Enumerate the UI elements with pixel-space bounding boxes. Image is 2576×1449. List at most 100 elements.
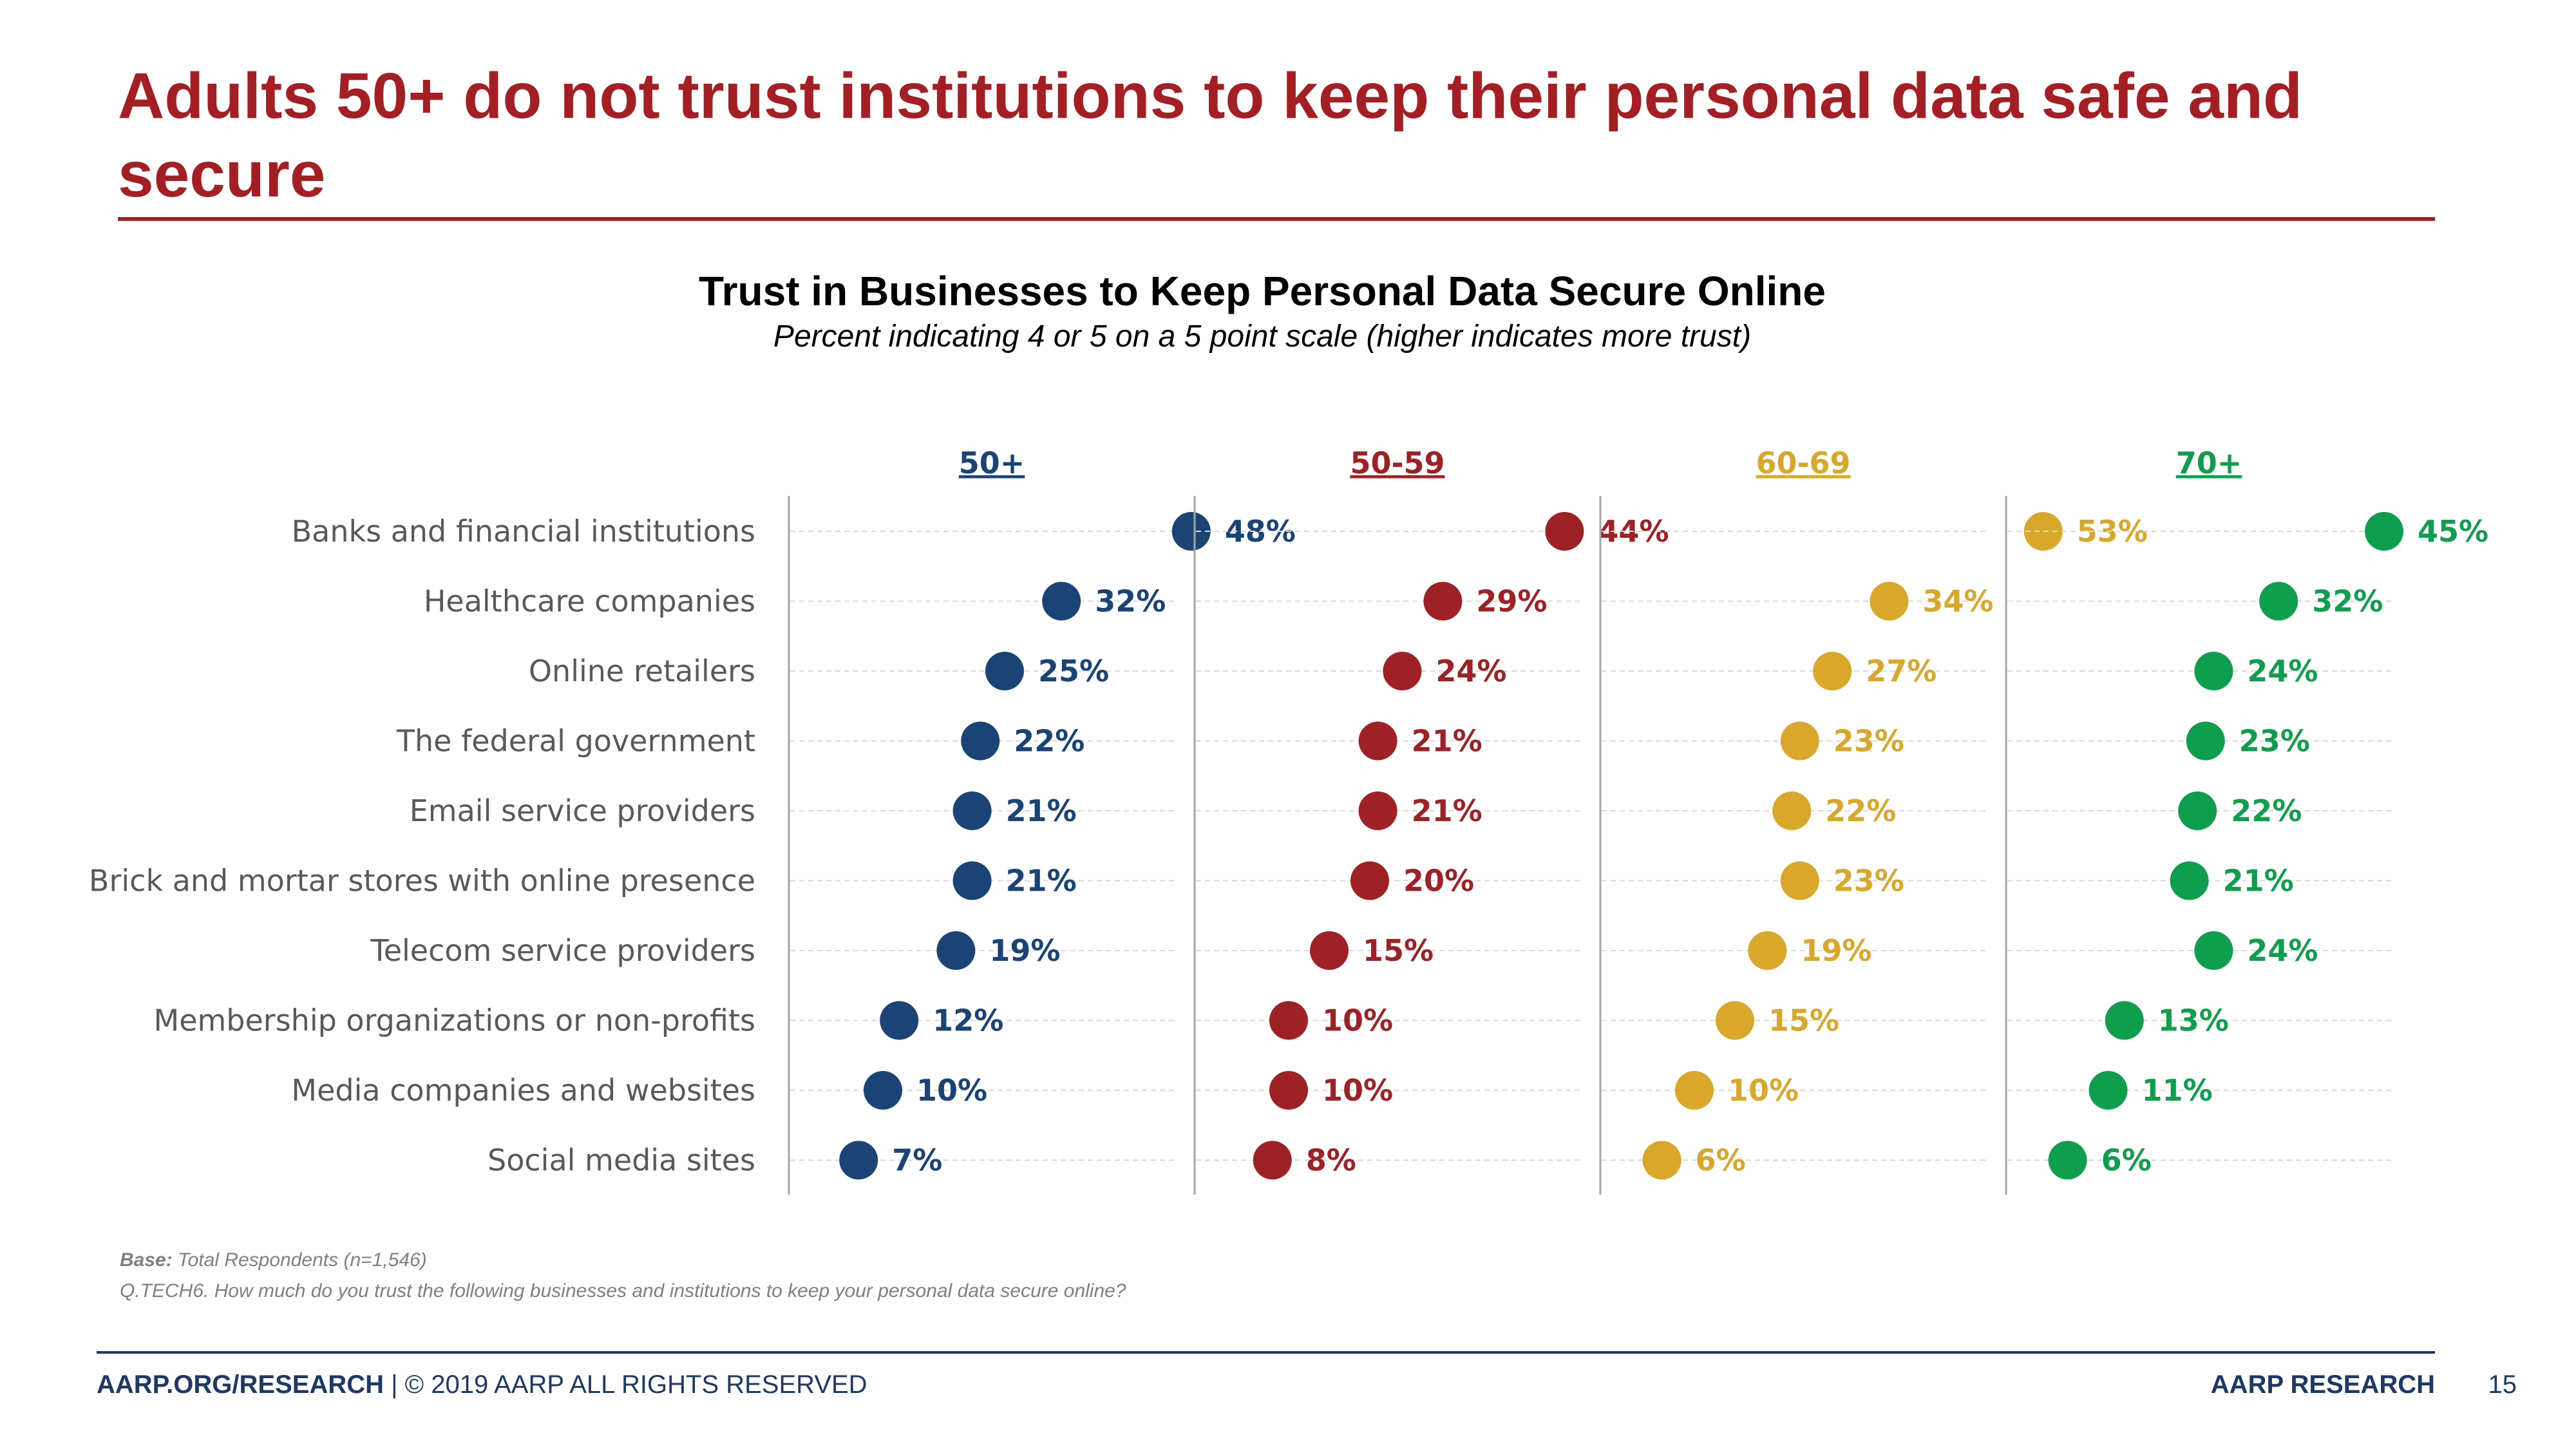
data-label: 27% xyxy=(1866,654,1937,688)
data-point xyxy=(961,721,1000,761)
data-point xyxy=(1358,791,1397,830)
data-point xyxy=(2365,512,2403,551)
data-label: 19% xyxy=(989,933,1060,968)
data-label: 23% xyxy=(2239,724,2310,759)
data-point xyxy=(1675,1071,1714,1110)
data-point xyxy=(1772,791,1812,830)
data-point xyxy=(2194,652,2233,690)
data-label: 45% xyxy=(2418,514,2488,549)
data-point xyxy=(1269,1001,1308,1040)
data-label: 24% xyxy=(2247,933,2318,968)
category-label: Social media sites xyxy=(488,1143,755,1178)
data-point xyxy=(1813,652,1852,690)
chart-subtitle: Percent indicating 4 or 5 on a 5 point s… xyxy=(773,319,1752,354)
data-point xyxy=(1350,861,1389,900)
base-footnote: Base: Total Respondents (n=1,546) xyxy=(120,1249,427,1271)
data-point xyxy=(1748,931,1787,970)
data-point xyxy=(2186,721,2225,761)
data-point xyxy=(2194,931,2233,970)
data-label: 23% xyxy=(1833,724,1904,759)
data-point xyxy=(1780,721,1819,761)
data-point xyxy=(880,1001,919,1040)
group-header-60-69: 60-69 xyxy=(1756,446,1850,480)
data-label: 32% xyxy=(1095,584,1166,619)
data-point xyxy=(1423,582,1463,621)
footer-site-link[interactable]: AARP.ORG/RESEARCH xyxy=(97,1370,384,1399)
data-label: 24% xyxy=(2247,654,2318,688)
category-label: Telecom service providers xyxy=(370,933,755,968)
data-label: 13% xyxy=(2158,1003,2229,1038)
data-point xyxy=(1042,582,1081,621)
data-point xyxy=(1780,861,1819,900)
data-point xyxy=(985,652,1024,690)
data-point xyxy=(952,861,992,900)
data-label: 10% xyxy=(1322,1073,1393,1108)
category-label: Membership organizations or non-profits xyxy=(154,1003,756,1038)
title-divider xyxy=(118,217,2435,221)
data-label: 10% xyxy=(1728,1073,1799,1108)
data-point xyxy=(1716,1001,1754,1040)
footer-brand: AARP RESEARCH xyxy=(2210,1370,2435,1399)
data-label: 21% xyxy=(2223,864,2294,898)
footer-copyright: AARP.ORG/RESEARCH | © 2019 AARP ALL RIGH… xyxy=(97,1370,867,1399)
data-point xyxy=(839,1141,878,1180)
data-label: 12% xyxy=(933,1003,1003,1038)
data-point xyxy=(2259,582,2298,621)
data-point xyxy=(1171,512,1211,551)
data-label: 11% xyxy=(2142,1073,2213,1108)
data-point xyxy=(1358,721,1397,761)
data-point xyxy=(936,931,976,970)
category-label: Banks and financial institutions xyxy=(292,514,755,549)
group-header-50plus: 50+ xyxy=(959,446,1025,480)
category-label: The federal government xyxy=(396,724,755,759)
data-label: 20% xyxy=(1403,864,1474,898)
category-label: Healthcare companies xyxy=(424,584,755,619)
data-label: 7% xyxy=(892,1143,942,1178)
group-header-50-59: 50-59 xyxy=(1350,446,1444,480)
chart-title: Trust in Businesses to Keep Personal Dat… xyxy=(699,268,1826,314)
footer-divider xyxy=(97,1351,2435,1354)
data-label: 15% xyxy=(1363,933,1434,968)
data-label: 22% xyxy=(1014,724,1084,759)
group-header-70plus: 70+ xyxy=(2176,446,2242,480)
data-label: 21% xyxy=(1412,724,1482,759)
data-point xyxy=(1269,1071,1308,1110)
data-label: 25% xyxy=(1038,654,1109,688)
data-label: 6% xyxy=(2101,1143,2152,1178)
category-label: Online retailers xyxy=(529,654,755,688)
data-point xyxy=(1870,582,1909,621)
category-label: Media companies and websites xyxy=(291,1073,755,1108)
category-label: Brick and mortar stores with online pres… xyxy=(89,864,755,898)
data-label: 21% xyxy=(1412,793,1482,828)
data-point xyxy=(952,791,992,830)
page-number: 15 xyxy=(2488,1370,2517,1399)
data-point xyxy=(1253,1141,1292,1180)
slide-title: Adults 50+ do not trust institutions to … xyxy=(118,60,2303,211)
data-label: 10% xyxy=(1322,1003,1393,1038)
dot-plot-chart: Banks and financial institutions Healthca… xyxy=(89,446,2488,1195)
data-label: 21% xyxy=(1006,864,1077,898)
data-label: 32% xyxy=(2312,584,2383,619)
data-point xyxy=(2178,791,2217,830)
data-point xyxy=(2088,1071,2128,1110)
data-point xyxy=(1383,652,1422,690)
data-label: 23% xyxy=(1833,864,1904,898)
data-label: 22% xyxy=(1825,793,1896,828)
data-point xyxy=(2048,1141,2087,1180)
data-label: 19% xyxy=(1801,933,1871,968)
category-label: Email service providers xyxy=(410,793,755,828)
data-point xyxy=(2023,512,2063,551)
data-label: 22% xyxy=(2231,793,2302,828)
data-label: 10% xyxy=(916,1073,987,1108)
data-label: 34% xyxy=(1922,584,1993,619)
question-footnote: Q.TECH6. How much do you trust the follo… xyxy=(120,1280,1126,1302)
data-point xyxy=(864,1071,902,1110)
data-label: 24% xyxy=(1435,654,1506,688)
data-label: 29% xyxy=(1476,584,1547,619)
data-label: 6% xyxy=(1696,1143,1746,1178)
data-point xyxy=(1545,512,1584,551)
data-label: 15% xyxy=(1768,1003,1839,1038)
data-point xyxy=(1310,931,1349,970)
data-label: 21% xyxy=(1006,793,1077,828)
base-footnote-text: Total Respondents (n=1,546) xyxy=(172,1249,427,1271)
